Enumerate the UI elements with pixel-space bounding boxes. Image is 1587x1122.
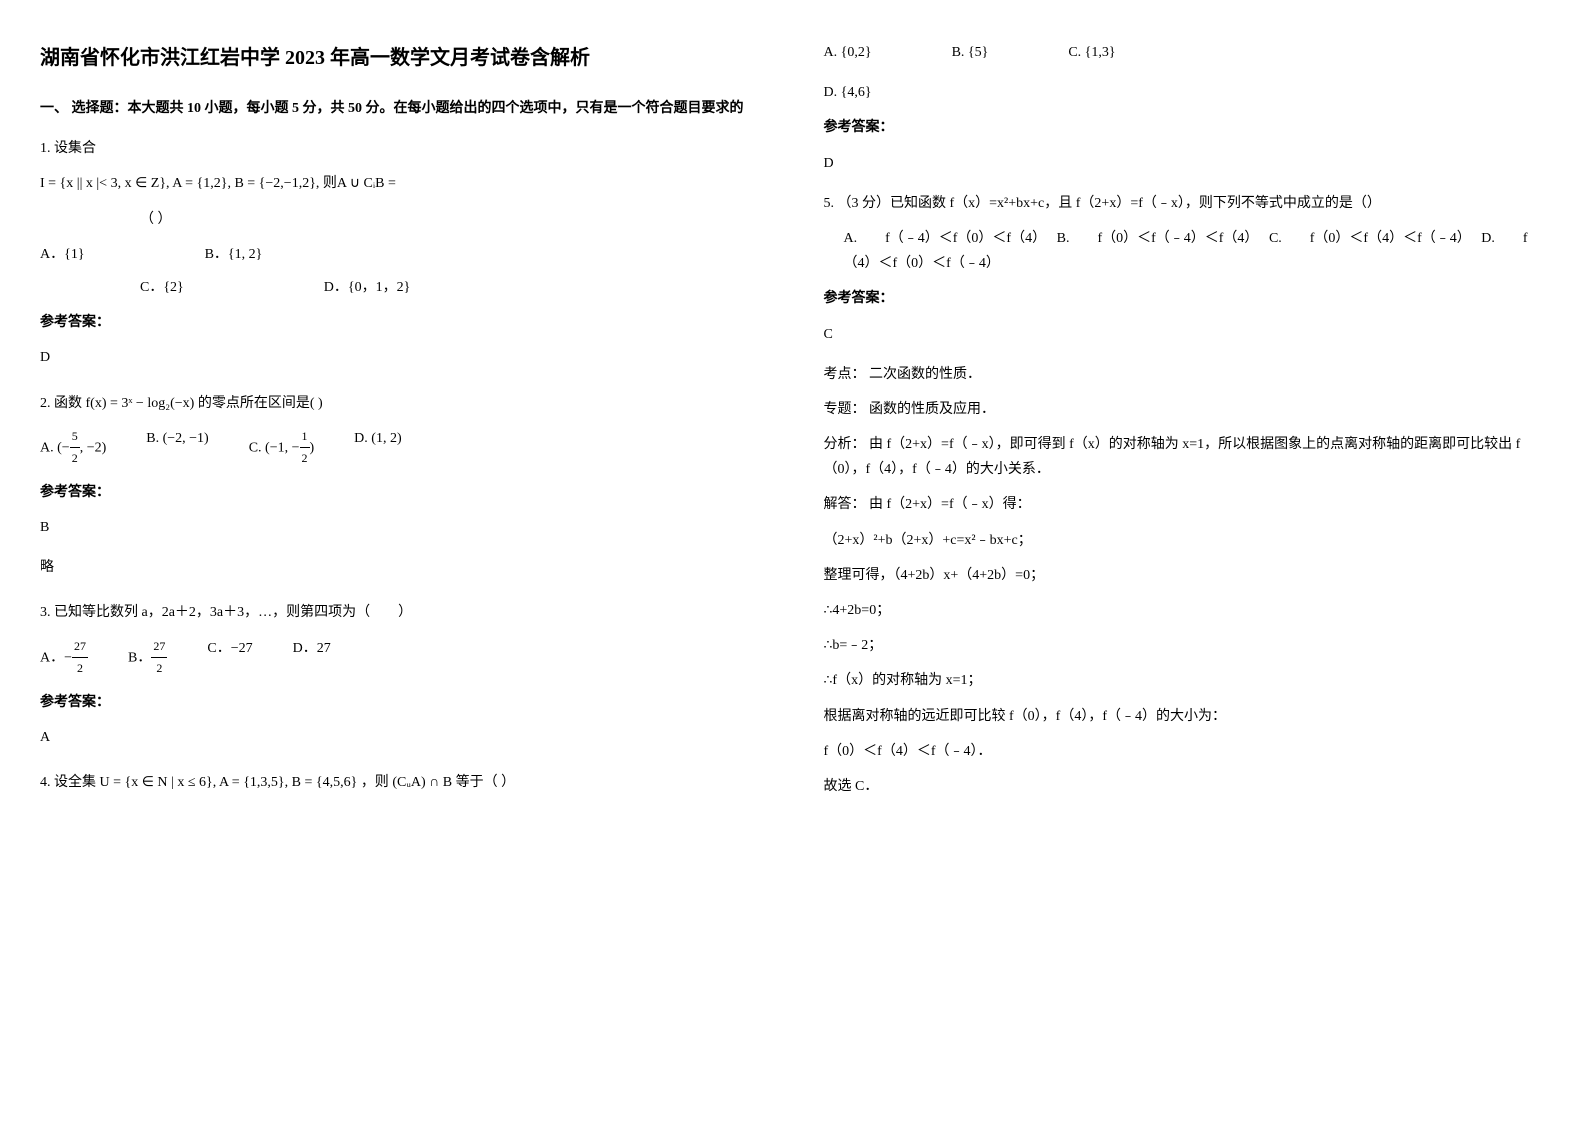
q5-jieda5: ∴b=﹣2；: [824, 633, 1548, 658]
q5-jieda8: f（0）＜f（4）＜f（﹣4）．: [824, 739, 1548, 764]
q5-jieda2: （2+x）²+b（2+x）+c=x²﹣bx+c；: [824, 528, 1548, 553]
q5-kaodian-text: 二次函数的性质．: [869, 367, 981, 382]
q5-options-line1: A. f（﹣4）＜f（0）＜f（4） B. f（0）＜f（﹣4）＜f（4） C.…: [844, 226, 1548, 276]
question-2: 2. 函数 f(x) = 3ˣ − log₂(−x) 的零点所在区间是( ) A…: [40, 391, 764, 581]
q5-jieda4: ∴4+2b=0；: [824, 598, 1548, 623]
q1-answer: D: [40, 345, 764, 370]
q3-opt-c: C．−27: [207, 636, 252, 680]
q4-answer: D: [824, 151, 1548, 176]
q3-options: A．−272 B．272 C．−27 D．27: [40, 636, 764, 680]
section-1-heading: 一、 选择题：本大题共 10 小题，每小题 5 分，共 50 分。在每小题给出的…: [40, 96, 764, 121]
q3-opt-a: A．−272: [40, 636, 88, 680]
q1-label: 1. 设集合: [40, 136, 764, 161]
q1-opt-a: A．{1}: [40, 242, 85, 267]
q5-fenxi-text: 由 f（2+x）=f（﹣x），即可得到 f（x）的对称轴为 x=1，所以根据图象…: [824, 437, 1521, 477]
q3-opt-b: B．272: [128, 636, 167, 680]
q2-answer-label: 参考答案：: [40, 480, 764, 505]
q1-answer-label: 参考答案：: [40, 310, 764, 335]
q1-options-row1: A．{1} B．{1, 2}: [40, 242, 764, 267]
q3-opt-d: D．27: [293, 636, 331, 680]
q5-jieda9: 故选 C．: [824, 774, 1548, 799]
q4-opt-c: C. {1,3}: [1068, 40, 1115, 65]
left-column: 湖南省怀化市洪江红岩中学 2023 年高一数学文月考试卷含解析 一、 选择题：本…: [40, 40, 764, 819]
q1-opt-b: B．{1, 2}: [205, 242, 263, 267]
q5-zhuanti-label: 专题：: [824, 402, 866, 417]
q5-answer-label: 参考答案：: [824, 286, 1548, 311]
page-container: 湖南省怀化市洪江红岩中学 2023 年高一数学文月考试卷含解析 一、 选择题：本…: [40, 40, 1547, 819]
q5-jieda-start: 解答： 由 f（2+x）=f（﹣x）得：: [824, 492, 1548, 517]
right-column: A. {0,2} B. {5} C. {1,3} D. {4,6} 参考答案： …: [824, 40, 1548, 819]
q4-expr: U = {x ∈ N | x ≤ 6}, A = {1,3,5}, B = {4…: [100, 775, 358, 790]
q5-fenxi: 分析： 由 f（2+x）=f（﹣x），即可得到 f（x）的对称轴为 x=1，所以…: [824, 432, 1548, 482]
q5-jieda1: 由 f（2+x）=f（﹣x）得：: [869, 497, 1031, 512]
question-3: 3. 已知等比数列 a，2a＋2，3a＋3，…，则第四项为（ ） A．−272 …: [40, 600, 764, 750]
q5-answer: C: [824, 322, 1548, 347]
q4-opt-d: D. {4,6}: [824, 80, 1548, 105]
q2-opt-a: A. (−52, −2): [40, 426, 106, 470]
q2-brief: 略: [40, 555, 764, 580]
q3-answer: A: [40, 725, 764, 750]
question-1: 1. 设集合 I = {x || x |< 3, x ∈ Z}, A = {1,…: [40, 136, 764, 370]
q4-mid: ，则: [361, 775, 389, 790]
q1-expr: I = {x || x |< 3, x ∈ Z}, A = {1,2}, B =…: [40, 171, 764, 196]
q5-jieda-label: 解答：: [824, 497, 866, 512]
q5-zhuanti: 专题： 函数的性质及应用．: [824, 397, 1548, 422]
q2-text: 2. 函数 f(x) = 3ˣ − log₂(−x) 的零点所在区间是( ): [40, 391, 764, 416]
q4-suffix: 等于（ ）: [456, 775, 516, 790]
q5-opt-c: C. f（0）＜f（4）＜f（﹣4）: [1269, 231, 1464, 246]
exam-title: 湖南省怀化市洪江红岩中学 2023 年高一数学文月考试卷含解析: [40, 40, 764, 76]
q5-kaodian-label: 考点：: [824, 367, 866, 382]
question-4: 4. 设全集 U = {x ∈ N | x ≤ 6}, A = {1,3,5},…: [40, 770, 764, 795]
q4-answer-label: 参考答案：: [824, 115, 1548, 140]
q2-opt-d: D. (1, 2): [354, 426, 401, 470]
q5-opt-a: A. f（﹣4）＜f（0）＜f（4）: [844, 231, 1040, 246]
q4-opt-b: B. {5}: [952, 40, 989, 65]
q2-options: A. (−52, −2) B. (−2, −1) C. (−1, −12) D.…: [40, 426, 764, 470]
q3-answer-label: 参考答案：: [40, 690, 764, 715]
q1-options-row2: C．{2} D．{0，1，2}: [40, 275, 764, 300]
q2-suffix: 的零点所在区间是( ): [198, 396, 323, 411]
q4-opt-a: A. {0,2}: [824, 40, 872, 65]
q5-jieda6: ∴f（x）的对称轴为 x=1；: [824, 668, 1548, 693]
q4-options-row1: A. {0,2} B. {5} C. {1,3}: [824, 40, 1548, 65]
q5-label: 5. （3 分）已知函数 f（x）=x²+bx+c，且 f（2+x）=f（﹣x）…: [824, 191, 1548, 216]
q1-opt-d: D．{0，1，2}: [324, 275, 411, 300]
q3-label: 3. 已知等比数列 a，2a＋2，3a＋3，…，则第四项为（ ）: [40, 600, 764, 625]
q4-text: 4. 设全集 U = {x ∈ N | x ≤ 6}, A = {1,3,5},…: [40, 770, 764, 795]
q5-opt-b: B. f（0）＜f（﹣4）＜f（4）: [1057, 231, 1252, 246]
q1-paren: （ ）: [140, 207, 764, 232]
q1-opt-c: C．{2}: [140, 275, 184, 300]
q2-answer: B: [40, 515, 764, 540]
question-5: 5. （3 分）已知函数 f（x）=x²+bx+c，且 f（2+x）=f（﹣x）…: [824, 191, 1548, 799]
q5-fenxi-label: 分析：: [824, 437, 866, 452]
q5-kaodian: 考点： 二次函数的性质．: [824, 362, 1548, 387]
q2-expr: f(x) = 3ˣ − log₂(−x): [86, 396, 195, 411]
q2-opt-c: C. (−1, −12): [249, 426, 314, 470]
q4-expr2: (CᵤA) ∩ B: [392, 775, 452, 790]
q5-jieda3: 整理可得，（4+2b）x+（4+2b）=0；: [824, 563, 1548, 588]
q2-opt-b: B. (−2, −1): [146, 426, 208, 470]
q4-label: 4. 设全集: [40, 775, 96, 790]
q5-zhuanti-text: 函数的性质及应用．: [869, 402, 995, 417]
q2-label: 2. 函数: [40, 396, 82, 411]
q5-jieda7: 根据离对称轴的远近即可比较 f（0），f（4），f（﹣4）的大小为：: [824, 704, 1548, 729]
